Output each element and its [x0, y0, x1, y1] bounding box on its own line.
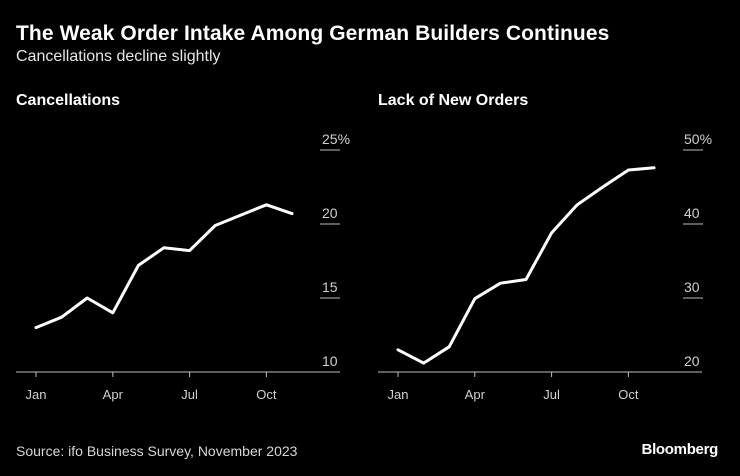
- chart-title: The Weak Order Intake Among German Build…: [16, 22, 610, 45]
- y-tick-label: 25%: [322, 131, 350, 147]
- panel-title-lack-of-new-orders: Lack of New Orders: [378, 92, 529, 109]
- y-tick-label: 50%: [684, 131, 712, 147]
- chart-subtitle: Cancellations decline slightly: [16, 48, 221, 65]
- x-tick-label: Apr: [465, 387, 486, 402]
- x-tick-label: Jul: [543, 387, 560, 402]
- lack-of-new-orders-chart: 20 30 40 50% Jan Apr Jul Oct: [378, 131, 712, 402]
- y-tick-label: 20: [684, 353, 700, 369]
- x-tick-label: Oct: [618, 387, 639, 402]
- x-tick-label: Jan: [388, 387, 409, 402]
- y-tick-label: 20: [322, 205, 338, 221]
- panel-title-cancellations: Cancellations: [16, 92, 121, 109]
- cancellations-chart: 10 15 20 25% Jan Apr Jul Oct: [16, 131, 350, 402]
- y-tick-label: 10: [322, 353, 338, 369]
- x-tick-label: Apr: [103, 387, 124, 402]
- series-line: [396, 166, 656, 365]
- x-tick-label: Jan: [26, 387, 47, 402]
- y-tick-label: 30: [684, 279, 700, 295]
- x-tick-label: Oct: [256, 387, 277, 402]
- y-tick-label: 15: [322, 279, 338, 295]
- x-tick-label: Jul: [181, 387, 198, 402]
- bloomberg-logo: Bloomberg: [641, 441, 719, 458]
- series-line: [34, 203, 294, 330]
- source-note: Source: ifo Business Survey, November 20…: [16, 443, 298, 459]
- y-tick-label: 40: [684, 205, 700, 221]
